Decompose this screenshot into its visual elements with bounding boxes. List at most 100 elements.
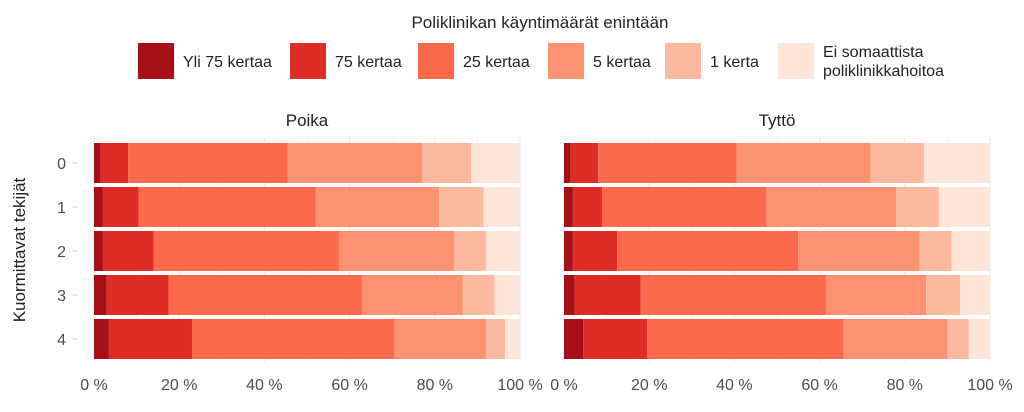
bar-segment (960, 275, 990, 315)
x-tick-label: 0 % (80, 377, 108, 394)
bar-segment (640, 275, 826, 315)
bar-segment (505, 319, 520, 359)
bar-segment (564, 143, 571, 183)
bar-segment (564, 231, 573, 271)
bar-segment (926, 275, 961, 315)
legend-entry: 5 kertaa (548, 43, 651, 79)
bar-segment (102, 231, 154, 271)
x-tick-label: 100 % (967, 377, 1012, 394)
bar-segment (564, 275, 575, 315)
bar-segment (766, 187, 897, 227)
x-tick-label: 0 % (550, 377, 578, 394)
x-tick-label: 80 % (887, 377, 923, 394)
bar-segment (128, 143, 288, 183)
y-axis: 0 1 2 3 4 (57, 156, 78, 349)
bar-segment (736, 143, 871, 183)
bar-segment (138, 187, 316, 227)
bar-row (564, 319, 990, 359)
bar-segment (923, 143, 990, 183)
bar-row (94, 143, 520, 183)
y-tick-label: 2 (57, 244, 66, 261)
bar-segment (102, 187, 139, 227)
y-tick-label: 0 (57, 156, 66, 173)
y-tick-label: 3 (57, 288, 66, 305)
bar-row (564, 187, 990, 227)
bar-segment (471, 143, 520, 183)
legend-entry: Yli 75 kertaa (138, 43, 272, 79)
bar-segment (94, 275, 107, 315)
bar-segment (94, 187, 103, 227)
bar-segment (485, 319, 506, 359)
bar-segment (602, 187, 767, 227)
bar-segment (951, 231, 990, 271)
legend-label: Ei somaattista poliklinikkahoitoa (823, 44, 944, 80)
legend-swatch (778, 43, 814, 79)
bar-segment (572, 187, 603, 227)
facets: Poika 0 % 20 % 40 % 60 % 80 % 100 % Tyttö 0 % 20 … (80, 111, 1012, 394)
legend-swatch (548, 43, 584, 79)
facet-panel: Tyttö 0 % 20 % 40 % 60 % 80 % 100 % (550, 111, 1012, 394)
bar-segment (947, 319, 969, 359)
bar-segment (564, 187, 573, 227)
bar-segment (598, 143, 737, 183)
bar-segment (617, 231, 799, 271)
legend-entry: 1 kerta (665, 43, 759, 79)
bar-row (564, 231, 990, 271)
x-tick-label: 40 % (246, 377, 282, 394)
bar-row (94, 275, 520, 315)
bar-segment (191, 319, 395, 359)
bar-segment (572, 231, 618, 271)
bar-segment (968, 319, 990, 359)
bar-segment (287, 143, 423, 183)
bar-segment (825, 275, 927, 315)
bar-segment (574, 275, 641, 315)
y-tick-label: 1 (57, 200, 66, 217)
bar-segment (919, 231, 952, 271)
bar-row (94, 319, 520, 359)
x-tick-label: 60 % (331, 377, 367, 394)
x-tick-label: 20 % (161, 377, 197, 394)
facet-panel: Poika 0 % 20 % 40 % 60 % 80 % 100 % (80, 111, 542, 394)
bar-segment (106, 275, 169, 315)
bar-row (94, 187, 520, 227)
bar-segment (798, 231, 920, 271)
bar-segment (439, 187, 484, 227)
bar-segment (153, 231, 339, 271)
x-tick-label: 40 % (716, 377, 752, 394)
x-tick-label: 80 % (417, 377, 453, 394)
bar-segment (453, 231, 486, 271)
bar-segment (896, 187, 939, 227)
bar-segment (462, 275, 495, 315)
bar-row (94, 231, 520, 271)
legend-swatch (665, 43, 701, 79)
facet-title: Poika (286, 111, 329, 130)
bar-segment (108, 319, 192, 359)
bar-segment (94, 231, 103, 271)
x-tick-label: 100 % (497, 377, 542, 394)
legend-entry: 75 kertaa (290, 43, 402, 79)
bar-row (564, 143, 990, 183)
bar-segment (564, 319, 584, 359)
legend-label: 5 kertaa (593, 54, 651, 71)
bar-segment (870, 143, 924, 183)
bar-segment (483, 187, 520, 227)
legend-label: 75 kertaa (335, 54, 402, 71)
legend-label: Yli 75 kertaa (183, 54, 272, 71)
x-tick-label: 20 % (631, 377, 667, 394)
bar-segment (94, 143, 101, 183)
bar-segment (583, 319, 648, 359)
bar-segment (647, 319, 844, 359)
legend: Yli 75 kertaa 75 kertaa 25 kertaa 5 kertaa 1… (138, 43, 944, 80)
bar-segment (422, 143, 472, 183)
bar-segment (394, 319, 486, 359)
bar-segment (338, 231, 454, 271)
x-tick-label: 60 % (801, 377, 837, 394)
y-tick-label: 4 (57, 332, 66, 349)
legend-label: 25 kertaa (463, 54, 530, 71)
bar-row (564, 275, 990, 315)
legend-swatch (418, 43, 454, 79)
y-axis-title: Kuormittavat tekijät (10, 177, 29, 322)
bar-segment (100, 143, 129, 183)
bar-segment (94, 319, 109, 359)
